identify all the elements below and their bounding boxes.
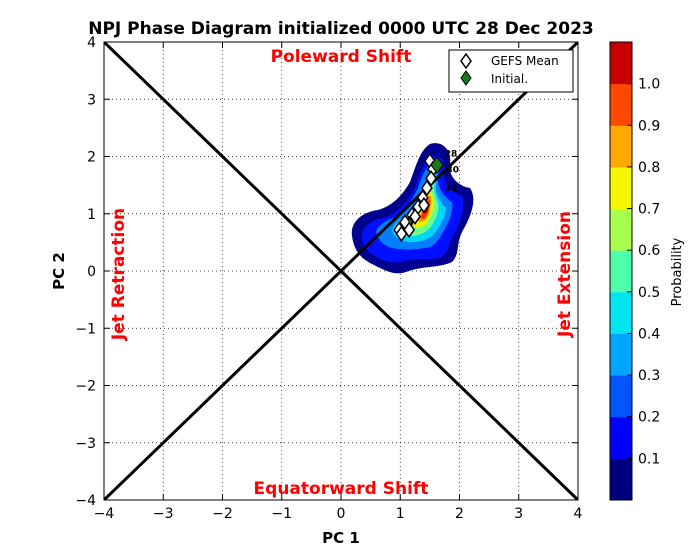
y-tick-label: 0 — [87, 264, 96, 280]
colorbar — [609, 41, 633, 501]
initial-point — [430, 156, 444, 174]
x-tick-label: 3 — [514, 506, 523, 522]
gefs-mean-point — [420, 179, 433, 197]
x-tick-label: −1 — [271, 506, 292, 522]
legend-box — [448, 49, 574, 93]
colorbar-segment — [610, 333, 632, 376]
legend-gefs-mean-label: GEFS Mean — [491, 54, 559, 68]
jet-retraction-label: Jet Retraction — [109, 208, 129, 341]
y-tick-label: 1 — [87, 207, 96, 223]
colorbar-tick-label: 0.8 — [638, 160, 660, 176]
gefs-mean-point — [409, 208, 421, 225]
legend-initial-label: Initial. — [491, 72, 528, 86]
colorbar-segment — [610, 250, 632, 293]
colorbar-segment — [610, 208, 632, 251]
equatorward-shift-label: Equatorward Shift — [254, 479, 429, 499]
x-tick-label: −4 — [94, 506, 115, 522]
y-tick-label: 3 — [87, 92, 96, 108]
day-label: 28 — [445, 150, 458, 160]
colorbar-tick-label: 0.2 — [638, 410, 660, 426]
colorbar-ticks: 0.1 0.2 0.3 0.4 0.5 0.6 0.7 0.8 0.9 1.0 — [627, 77, 660, 467]
y-tick-label: 4 — [87, 35, 96, 51]
x-tick-label: 4 — [574, 506, 583, 522]
jet-extension-label: Jet Extension — [555, 211, 575, 338]
legend: GEFS Mean Initial. — [448, 49, 574, 93]
x-axis-ticks: −4 −3 −2 −1 0 1 2 3 4 — [94, 42, 583, 522]
colorbar-segment — [610, 416, 632, 459]
initial-marker — [430, 156, 444, 174]
day-label: 30 — [446, 166, 459, 176]
x-tick-label: 2 — [455, 506, 464, 522]
x-tick-label: −3 — [153, 506, 174, 522]
colorbar-tick-label: 0.4 — [638, 326, 660, 342]
colorbar-segment — [610, 83, 632, 126]
colorbar-segment — [610, 375, 632, 418]
colorbar-tick-label: 0.3 — [638, 368, 660, 384]
y-tick-label: −4 — [75, 493, 96, 509]
colorbar-segment — [610, 42, 632, 85]
day-label: 31 — [445, 184, 458, 194]
x-axis-label: PC 1 — [322, 529, 360, 547]
colorbar-tick-label: 1.0 — [638, 77, 660, 93]
x-tick-label: −2 — [212, 506, 233, 522]
colorbar-segment — [610, 291, 632, 334]
colorbar-label: Probability — [670, 237, 685, 306]
y-tick-label: −3 — [75, 436, 96, 452]
y-tick-label: 2 — [87, 150, 96, 166]
colorbar-tick-label: 0.9 — [638, 118, 660, 134]
colorbar-tick-label: 0.7 — [638, 202, 660, 218]
chart-title: NPJ Phase Diagram initialized 0000 UTC 2… — [88, 19, 594, 39]
colorbar-segment — [610, 125, 632, 168]
colorbar-tick-label: 0.1 — [638, 451, 660, 467]
legend-initial-marker — [460, 70, 472, 86]
colorbar-segment — [610, 458, 632, 501]
x-tick-label: 1 — [396, 506, 405, 522]
colorbar-segment — [610, 166, 632, 210]
poleward-shift-label: Poleward Shift — [271, 47, 412, 67]
colorbar-tick-label: 0.5 — [638, 285, 660, 301]
colorbar-frame — [609, 41, 633, 501]
y-axis-ticks: −4 −3 −2 −1 0 1 2 3 4 — [75, 35, 578, 509]
y-axis-label: PC 2 — [50, 252, 68, 290]
y-tick-label: −2 — [75, 379, 96, 395]
gefs-mean-point — [425, 169, 437, 187]
gefs-mean-point — [403, 221, 416, 239]
colorbar-tick-label: 0.6 — [638, 243, 660, 259]
x-tick-label: 0 — [337, 506, 346, 522]
legend-gefs-mean-marker — [460, 52, 472, 70]
gefs-mean-point — [418, 196, 430, 214]
diagonal-line-2 — [104, 42, 578, 500]
y-tick-label: −1 — [75, 321, 96, 337]
day-labels: 28 30 31 — [445, 150, 459, 194]
gefs-mean-track — [393, 152, 439, 243]
